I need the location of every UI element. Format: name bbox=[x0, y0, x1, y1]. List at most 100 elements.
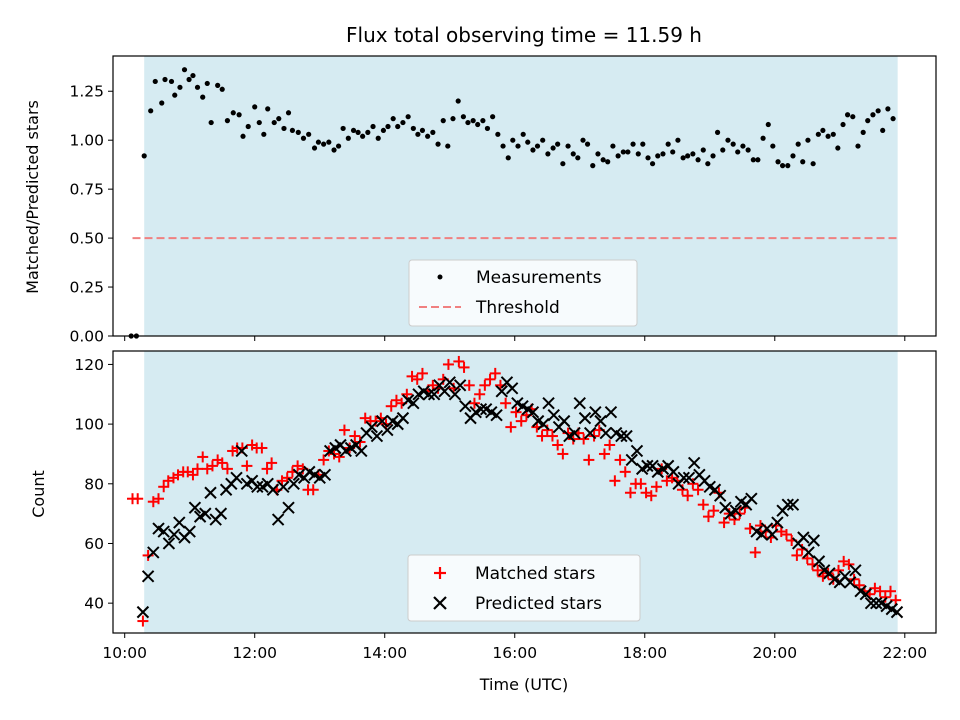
matched-star-point bbox=[578, 433, 590, 445]
top-x-ticks bbox=[124, 336, 906, 341]
matched-star-point bbox=[884, 585, 896, 597]
measurement-point bbox=[215, 82, 221, 88]
measurement-point bbox=[390, 116, 396, 122]
matched-star-point bbox=[676, 484, 688, 496]
measurement-point bbox=[555, 141, 561, 147]
predicted-star-point bbox=[812, 555, 826, 568]
bottom-x-ticks: 10:00 12:00 14:00 16:00 18:00 20:00 22:00 bbox=[102, 633, 927, 662]
predicted-x-b bbox=[641, 459, 654, 473]
matched-star-point bbox=[489, 367, 501, 379]
measurement-point bbox=[600, 157, 606, 163]
matched-star-point bbox=[484, 373, 496, 385]
legend-threshold-label: Threshold bbox=[475, 298, 560, 318]
matched-star-point bbox=[137, 615, 149, 627]
predicted-star-point bbox=[448, 388, 462, 401]
measurement-point bbox=[590, 163, 596, 169]
predicted-x-b bbox=[771, 516, 784, 529]
measurement-point bbox=[855, 143, 861, 149]
predicted-star-point bbox=[786, 498, 800, 511]
predicted-x-b bbox=[797, 531, 810, 544]
measurement-point bbox=[355, 129, 361, 135]
matched-star-point bbox=[728, 514, 740, 526]
predicted-x-b bbox=[599, 426, 612, 440]
matched-star-point bbox=[583, 454, 595, 466]
predicted-star-point bbox=[630, 444, 644, 458]
predicted-x-b bbox=[693, 468, 706, 482]
bottom-y-ticks: 40 60 80 100 120 bbox=[74, 356, 113, 613]
predicted-x-b bbox=[479, 402, 493, 416]
matched-star-point bbox=[261, 463, 273, 475]
legend-matched-marker bbox=[434, 567, 446, 579]
predicted-x-b bbox=[703, 480, 716, 493]
predicted-x-b bbox=[854, 585, 867, 598]
measurement-point bbox=[261, 131, 267, 137]
matched-star-point bbox=[682, 490, 694, 502]
matched-star-point bbox=[645, 490, 657, 502]
matched-star-point bbox=[416, 367, 428, 379]
predicted-star-point bbox=[266, 483, 280, 496]
predicted-star-point bbox=[375, 414, 389, 428]
predicted-star-point bbox=[355, 444, 368, 458]
matched-star-point bbox=[442, 358, 454, 370]
matched-star-point bbox=[206, 460, 218, 472]
measurement-point bbox=[152, 78, 158, 85]
predicted-star-point bbox=[807, 534, 820, 547]
predicted-star-point bbox=[167, 528, 181, 541]
predicted-star-point bbox=[557, 414, 571, 428]
predicted-x-b bbox=[713, 489, 727, 502]
measurement-point bbox=[690, 151, 696, 157]
measurement-point bbox=[380, 127, 387, 134]
matched-star-point bbox=[718, 517, 730, 529]
predicted-x-b bbox=[625, 453, 638, 467]
matched-star-point bbox=[749, 546, 761, 558]
predicted-star-point bbox=[594, 414, 607, 428]
top-y-axis-label: Matched/Predicted stars bbox=[23, 100, 42, 294]
predicted-x-b bbox=[147, 546, 160, 559]
predicted-x-b bbox=[370, 429, 384, 443]
measurement-point bbox=[200, 94, 206, 100]
predicted-star-point bbox=[765, 528, 779, 541]
measurement-point bbox=[159, 100, 165, 106]
measurement-point bbox=[755, 157, 761, 163]
predicted-x-b bbox=[682, 471, 696, 485]
matched-star-point bbox=[349, 430, 361, 442]
predicted-x-b bbox=[401, 394, 415, 407]
measurement-point bbox=[335, 143, 342, 149]
matched-star-point bbox=[614, 454, 626, 466]
x-tick-label: 22:00 bbox=[882, 644, 927, 662]
measurement-point bbox=[148, 108, 154, 114]
measurement-point bbox=[360, 133, 366, 139]
matched-star-point bbox=[780, 529, 792, 541]
measurement-point bbox=[615, 153, 621, 159]
predicted-x-b bbox=[781, 498, 794, 511]
measurement-point bbox=[345, 135, 351, 141]
measurement-point bbox=[425, 133, 431, 139]
predicted-x-b bbox=[453, 379, 467, 392]
measurement-point bbox=[219, 86, 225, 92]
predicted-star-point bbox=[583, 426, 597, 440]
predicted-x-b bbox=[578, 411, 592, 425]
predicted-star-point bbox=[459, 399, 472, 413]
measurement-point bbox=[880, 127, 886, 134]
predicted-x-b bbox=[750, 525, 763, 538]
x-tick-label: 14:00 bbox=[362, 644, 407, 662]
measurement-point bbox=[725, 137, 731, 143]
predicted-star-point bbox=[578, 411, 592, 425]
measurement-point bbox=[265, 106, 271, 112]
x-tick-label: 20:00 bbox=[752, 644, 797, 662]
measurement-point bbox=[890, 116, 896, 122]
predicted-star-point bbox=[505, 382, 519, 395]
measurement-point bbox=[785, 163, 791, 169]
top-legend-box bbox=[408, 259, 638, 327]
predicted-x-b bbox=[422, 388, 436, 401]
predicted-star-point bbox=[771, 516, 784, 529]
measurement-point bbox=[565, 143, 571, 149]
measurement-point bbox=[315, 139, 322, 145]
measurement-point bbox=[795, 141, 801, 147]
measurement-point bbox=[545, 151, 551, 157]
measurement-point bbox=[252, 104, 258, 110]
predicted-star-point bbox=[615, 429, 628, 443]
predicted-star-point bbox=[599, 426, 612, 440]
bottom-panel: Count Time (UTC) 40 60 80 100 120 10:00 12:00… bbox=[29, 350, 937, 694]
predicted-star-point bbox=[667, 465, 680, 479]
